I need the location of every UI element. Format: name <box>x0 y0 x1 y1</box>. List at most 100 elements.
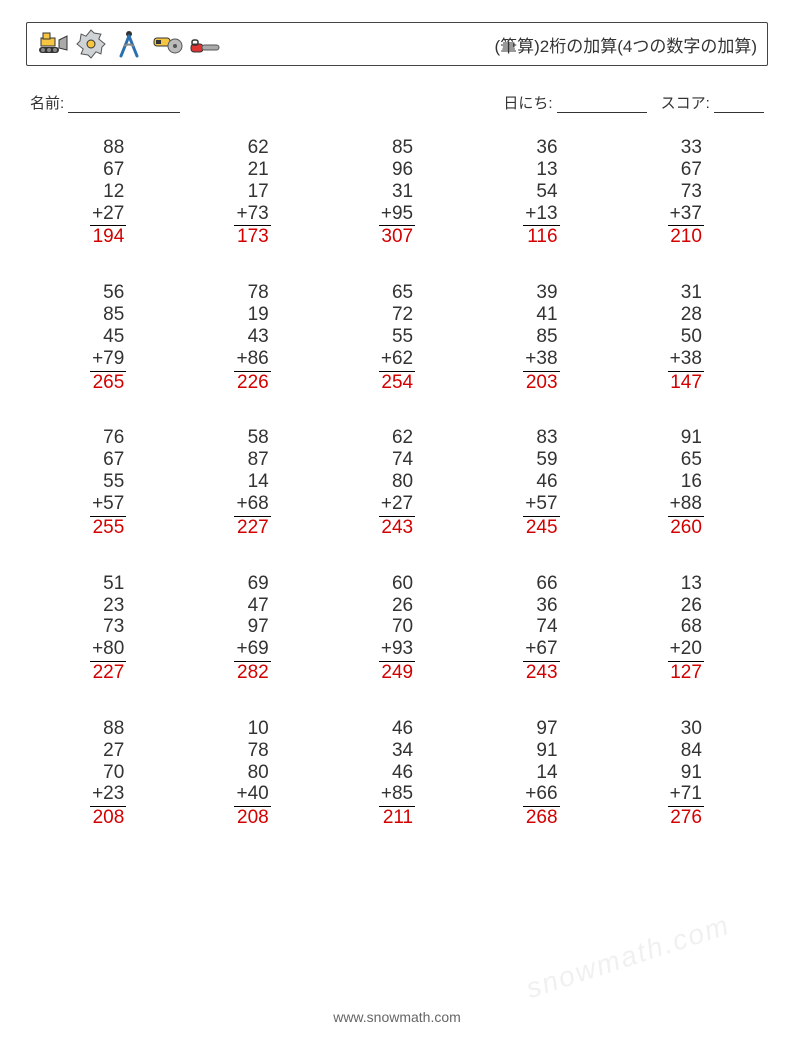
meta-row: 名前: 日にち: スコア: <box>30 92 764 113</box>
addend: 59 <box>523 449 559 471</box>
problem: 663674+67243 <box>469 573 613 684</box>
addend: 46 <box>379 718 415 740</box>
addend: +85 <box>379 783 415 805</box>
answer: 116 <box>523 226 559 248</box>
addend: 85 <box>90 304 126 326</box>
addend: 36 <box>523 595 559 617</box>
problem: 336773+37210 <box>614 137 758 248</box>
addend: 85 <box>379 137 415 159</box>
answer: 227 <box>90 662 126 684</box>
problem: 622117+73173 <box>180 137 324 248</box>
addend: 46 <box>523 471 559 493</box>
problem: 132668+20127 <box>614 573 758 684</box>
addend: 69 <box>234 573 270 595</box>
addend: 65 <box>668 449 704 471</box>
name-blank <box>68 98 180 113</box>
addend: +40 <box>234 783 270 805</box>
problem: 886712+27194 <box>36 137 180 248</box>
answer: 203 <box>523 372 559 394</box>
answer: 147 <box>668 372 704 394</box>
addend: +20 <box>668 638 704 660</box>
addend: 47 <box>234 595 270 617</box>
addend: 10 <box>234 718 270 740</box>
problem: 766755+57255 <box>36 427 180 538</box>
addend: +38 <box>668 348 704 370</box>
problem: 916516+88260 <box>614 427 758 538</box>
addend: 39 <box>523 282 559 304</box>
addend: 43 <box>234 326 270 348</box>
addend: 62 <box>379 427 415 449</box>
problem: 394185+38203 <box>469 282 613 393</box>
answer: 255 <box>90 517 126 539</box>
addend: 26 <box>379 595 415 617</box>
answer: 173 <box>234 226 270 248</box>
addend: 17 <box>234 181 270 203</box>
answer: 208 <box>90 807 126 829</box>
addend: 12 <box>90 181 126 203</box>
addend: 58 <box>234 427 270 449</box>
problem: 568545+79265 <box>36 282 180 393</box>
addend: +13 <box>523 203 559 225</box>
addend: +37 <box>668 203 704 225</box>
addend: 55 <box>90 471 126 493</box>
answer: 254 <box>379 372 415 394</box>
addend: 30 <box>668 718 704 740</box>
addend: +80 <box>90 638 126 660</box>
problem: 694797+69282 <box>180 573 324 684</box>
addend: +71 <box>668 783 704 805</box>
problem-grid: 886712+27194622117+73173859631+953073613… <box>26 137 768 829</box>
addend: 76 <box>90 427 126 449</box>
addend: 88 <box>90 718 126 740</box>
addend: 97 <box>523 718 559 740</box>
addend: +88 <box>668 493 704 515</box>
answer: 127 <box>668 662 704 684</box>
answer: 307 <box>379 226 415 248</box>
addend: 97 <box>234 616 270 638</box>
addend: 14 <box>234 471 270 493</box>
angle-grinder-icon <box>151 28 183 60</box>
answer: 226 <box>234 372 270 394</box>
addend: 26 <box>668 595 704 617</box>
answer: 208 <box>234 807 270 829</box>
addend: 54 <box>523 181 559 203</box>
answer: 243 <box>379 517 415 539</box>
problem: 308491+71276 <box>614 718 758 829</box>
addend: +27 <box>90 203 126 225</box>
answer: 211 <box>379 807 415 829</box>
addend: +68 <box>234 493 270 515</box>
addend: 31 <box>379 181 415 203</box>
problem: 781943+86226 <box>180 282 324 393</box>
addend: 56 <box>90 282 126 304</box>
tool-icons <box>37 28 221 60</box>
addend: +57 <box>90 493 126 515</box>
answer: 268 <box>523 807 559 829</box>
addend: 60 <box>379 573 415 595</box>
watermark: snowmath.com <box>522 909 734 1005</box>
problem: 588714+68227 <box>180 427 324 538</box>
addend: 80 <box>379 471 415 493</box>
addend: 46 <box>379 762 415 784</box>
problem: 512373+80227 <box>36 573 180 684</box>
addend: 67 <box>90 159 126 181</box>
addend: 16 <box>668 471 704 493</box>
addend: 41 <box>523 304 559 326</box>
addend: 50 <box>668 326 704 348</box>
addend: 31 <box>668 282 704 304</box>
addend: 70 <box>90 762 126 784</box>
addend: 34 <box>379 740 415 762</box>
addend: +23 <box>90 783 126 805</box>
addend: 33 <box>668 137 704 159</box>
addend: 67 <box>90 449 126 471</box>
answer: 210 <box>668 226 704 248</box>
addend: 96 <box>379 159 415 181</box>
problem: 463446+85211 <box>325 718 469 829</box>
problem: 979114+66268 <box>469 718 613 829</box>
answer: 227 <box>234 517 270 539</box>
addend: +79 <box>90 348 126 370</box>
addend: 74 <box>379 449 415 471</box>
compass-icon <box>113 28 145 60</box>
addend: 83 <box>523 427 559 449</box>
addend: 28 <box>668 304 704 326</box>
addend: +73 <box>234 203 270 225</box>
addend: 70 <box>379 616 415 638</box>
